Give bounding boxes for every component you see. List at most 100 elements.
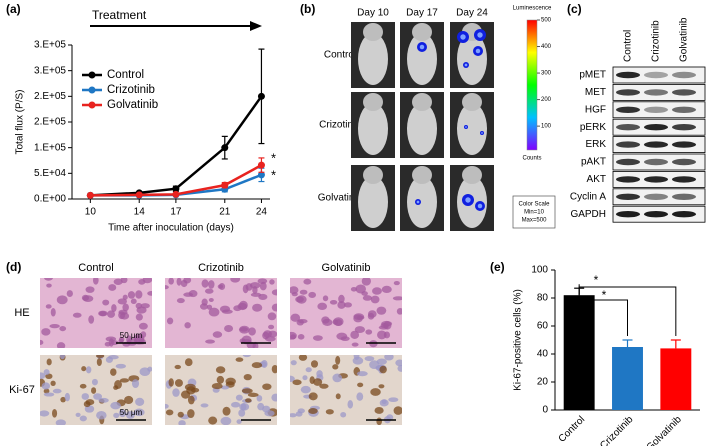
micrograph bbox=[40, 278, 152, 348]
nucleus bbox=[259, 281, 267, 291]
nucleus bbox=[235, 394, 243, 401]
y-axis-label: Total flux (P/S) bbox=[15, 89, 26, 154]
error-bar bbox=[622, 339, 633, 347]
nucleus bbox=[140, 303, 150, 309]
panel-label: (d) bbox=[6, 260, 21, 274]
nucleus bbox=[122, 303, 129, 312]
nucleus bbox=[376, 358, 387, 365]
band bbox=[672, 106, 696, 114]
nucleus bbox=[176, 278, 182, 286]
y-tick-label: 0 bbox=[542, 405, 548, 416]
band bbox=[644, 141, 668, 148]
mouse-body bbox=[407, 33, 437, 85]
nucleus bbox=[319, 383, 329, 389]
nucleus bbox=[52, 388, 62, 394]
nucleus bbox=[239, 403, 250, 411]
nucleus bbox=[356, 392, 364, 401]
x-tick-label: 14 bbox=[134, 207, 146, 218]
nucleus bbox=[357, 382, 364, 388]
nucleus bbox=[79, 415, 87, 422]
mouse-body bbox=[457, 33, 487, 85]
nucleus bbox=[168, 278, 174, 285]
row-label: Ki-67 bbox=[9, 384, 35, 396]
nucleus bbox=[332, 373, 343, 383]
nucleus bbox=[135, 397, 145, 406]
nucleus bbox=[361, 278, 371, 286]
annotation: * bbox=[271, 150, 276, 165]
column-header: Day 24 bbox=[456, 8, 488, 19]
blot-strip bbox=[612, 66, 706, 84]
nucleus bbox=[147, 366, 152, 372]
x-tick-label: 21 bbox=[219, 207, 231, 218]
protein-label: MET bbox=[585, 87, 606, 98]
nucleus bbox=[267, 312, 277, 321]
band bbox=[672, 193, 696, 200]
nucleus bbox=[250, 292, 262, 297]
nucleus bbox=[186, 386, 196, 395]
point bbox=[221, 181, 229, 189]
nucleus bbox=[201, 279, 209, 288]
nucleus bbox=[110, 401, 121, 410]
y-tick-label: 3.E+05 bbox=[34, 65, 66, 76]
legend-label: Control bbox=[107, 69, 144, 81]
legend-label: Golvatinib bbox=[107, 99, 158, 111]
nucleus bbox=[256, 395, 263, 402]
band bbox=[672, 158, 696, 166]
nucleus bbox=[91, 378, 98, 386]
nucleus bbox=[356, 315, 365, 320]
signal-core bbox=[419, 44, 425, 50]
signal-core bbox=[416, 200, 420, 204]
nucleus bbox=[290, 413, 297, 418]
nucleus bbox=[335, 393, 341, 400]
signal-core bbox=[477, 203, 483, 209]
nucleus bbox=[107, 310, 116, 318]
nucleus bbox=[96, 358, 102, 366]
lane-label: Golvatinib bbox=[679, 17, 690, 62]
band bbox=[616, 71, 640, 79]
nucleus bbox=[212, 331, 223, 338]
legend-marker bbox=[88, 101, 96, 109]
band bbox=[644, 158, 668, 166]
colorbar-tick-label: 200 bbox=[541, 97, 552, 103]
nucleus bbox=[364, 356, 375, 362]
nucleus bbox=[388, 397, 399, 403]
nucleus bbox=[347, 400, 354, 409]
nucleus bbox=[105, 336, 117, 342]
blot-strip bbox=[612, 101, 706, 119]
micrograph bbox=[290, 278, 402, 348]
nucleus bbox=[75, 412, 81, 417]
scale-bar-label: 50 μm bbox=[120, 408, 143, 417]
signal-core bbox=[460, 34, 466, 40]
nucleus bbox=[72, 312, 82, 318]
column-header: Day 10 bbox=[357, 8, 389, 19]
nucleus bbox=[174, 379, 183, 387]
band bbox=[644, 193, 668, 200]
nucleus bbox=[113, 385, 119, 390]
nucleus bbox=[208, 416, 218, 425]
nucleus bbox=[381, 320, 393, 327]
signal-core bbox=[464, 63, 468, 67]
panel-label: (b) bbox=[300, 2, 315, 16]
nucleus bbox=[370, 295, 380, 304]
nucleus bbox=[41, 328, 51, 336]
micrograph bbox=[165, 355, 277, 425]
nucleus bbox=[317, 302, 328, 311]
y-tick-label: 80 bbox=[537, 293, 549, 304]
bar bbox=[660, 348, 692, 410]
nucleus bbox=[343, 302, 352, 308]
signal-core bbox=[477, 32, 483, 38]
mouse-body bbox=[457, 103, 487, 155]
nucleus bbox=[329, 299, 338, 305]
point bbox=[172, 185, 180, 193]
nucleus bbox=[295, 296, 304, 303]
nucleus bbox=[184, 358, 193, 367]
x-tick-label: Control bbox=[557, 414, 588, 445]
nucleus bbox=[64, 392, 70, 402]
band bbox=[672, 211, 696, 218]
mouse-body bbox=[407, 103, 437, 155]
nucleus bbox=[95, 355, 105, 359]
nucleus bbox=[352, 356, 364, 365]
nucleus bbox=[225, 377, 236, 386]
nucleus bbox=[292, 379, 302, 386]
nucleus bbox=[46, 283, 52, 288]
